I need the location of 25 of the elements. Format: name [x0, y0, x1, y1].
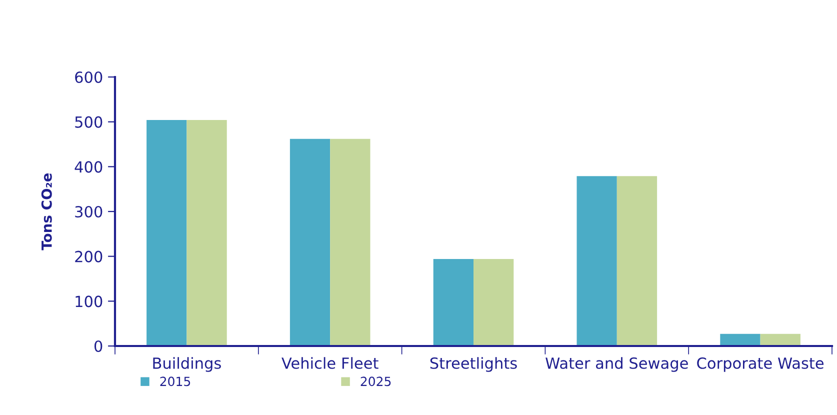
y-tick-label: 200 — [75, 250, 102, 262]
x-tick-label: Water and Sewage — [546, 357, 688, 372]
bar — [616, 176, 658, 346]
legend-label: 2015 — [160, 376, 190, 386]
y-axis-title: Tons CO₂e — [41, 173, 52, 250]
bar — [720, 334, 760, 346]
y-tick-label: 0 — [94, 340, 102, 352]
x-tick-label: Corporate Waste — [697, 357, 824, 372]
y-tick-label: 300 — [75, 206, 102, 218]
y-tick-label: 100 — [76, 296, 102, 308]
bar — [186, 120, 227, 346]
y-tick-label: 400 — [74, 161, 102, 173]
x-tick-label: Vehicle Fleet — [282, 357, 378, 369]
x-tick-label: Buildings — [153, 357, 221, 372]
bar — [474, 259, 514, 346]
bar — [330, 138, 370, 346]
bar — [760, 334, 800, 346]
bar — [433, 259, 474, 346]
bar — [576, 176, 617, 346]
y-tick-label: 600 — [75, 71, 102, 84]
bar — [146, 120, 187, 346]
x-tick-label: Streetlights — [430, 357, 517, 372]
legend-label: 2025 — [360, 376, 391, 386]
y-tick-label: 500 — [75, 116, 102, 128]
bar — [290, 138, 330, 346]
